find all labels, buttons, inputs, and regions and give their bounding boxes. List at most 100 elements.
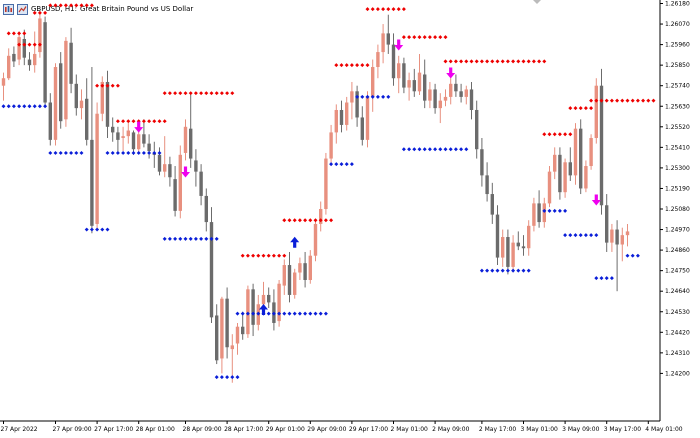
- support-dot: [609, 276, 614, 281]
- resistance-group: [6, 3, 656, 258]
- bear-candle: [579, 128, 583, 189]
- bear-candle: [391, 44, 396, 79]
- resistance-dot: [396, 7, 401, 12]
- resistance-dot: [433, 35, 438, 40]
- resistance-dot: [349, 63, 354, 68]
- resistance-dot: [568, 132, 573, 137]
- resistance-dot: [282, 253, 287, 258]
- resistance-dot: [74, 3, 79, 8]
- resistance-dot: [251, 253, 256, 258]
- bull-candle: [319, 209, 323, 224]
- resistance-dot: [271, 253, 276, 258]
- resistance-dot: [609, 98, 614, 103]
- resistance-dot: [58, 3, 63, 8]
- resistance-dot: [167, 91, 172, 96]
- resistance-dot: [479, 59, 484, 64]
- resistance-dot: [292, 218, 297, 223]
- price-tick-label: 1.24640: [665, 288, 690, 295]
- resistance-dot: [282, 218, 287, 223]
- support-dot: [635, 253, 640, 258]
- resistance-dot: [401, 35, 406, 40]
- bull-candle: [397, 63, 401, 79]
- resistance-dot: [147, 119, 152, 124]
- support-dot: [500, 268, 505, 273]
- bear-candle: [209, 222, 214, 318]
- support-dot: [329, 162, 334, 167]
- bull-candle: [381, 33, 385, 53]
- resistance-dot: [245, 253, 250, 258]
- support-dot: [339, 162, 344, 167]
- support-dot: [43, 104, 48, 109]
- bear-candle: [22, 38, 26, 58]
- chart-properties-icon[interactable]: [17, 3, 28, 15]
- bull-candle: [53, 67, 58, 140]
- support-dot: [277, 311, 282, 316]
- bear-candle: [360, 117, 364, 140]
- sell-arrow-icon: [446, 67, 456, 79]
- resistance-dot: [43, 10, 48, 15]
- support-dot: [526, 268, 531, 273]
- support-dot: [625, 253, 630, 258]
- bull-candle: [126, 130, 130, 137]
- bear-candle: [506, 237, 510, 267]
- resistance-dot: [370, 7, 375, 12]
- support-dot: [121, 150, 126, 155]
- support-dot: [594, 276, 599, 281]
- support-dot: [32, 104, 37, 109]
- bull-candle: [563, 162, 567, 193]
- price-tick-label: 1.24310: [665, 350, 690, 357]
- resistance-dot: [485, 59, 490, 64]
- resistance-dot: [230, 91, 235, 96]
- price-tick-label: 1.26180: [665, 1, 690, 8]
- support-dot: [193, 236, 198, 241]
- bear-candle: [43, 22, 47, 103]
- support-dot: [219, 375, 224, 380]
- support-dot: [157, 150, 162, 155]
- bull-candle: [183, 126, 188, 153]
- support-dot: [178, 236, 183, 241]
- chart-menu-icon[interactable]: [3, 3, 14, 15]
- price-tick-label: 1.25960: [665, 42, 690, 49]
- resistance-dot: [422, 35, 427, 40]
- support-dot: [235, 311, 240, 316]
- resistance-dot: [589, 106, 594, 111]
- support-dot: [214, 375, 219, 380]
- bull-candle: [584, 166, 588, 189]
- support-dot: [557, 208, 562, 213]
- resistance-dot: [110, 83, 115, 88]
- bear-candle: [147, 143, 151, 152]
- support-dot: [594, 233, 599, 238]
- resistance-dot: [209, 91, 214, 96]
- support-dot: [17, 104, 22, 109]
- support-dot: [308, 311, 313, 316]
- resistance-dot: [563, 132, 568, 137]
- support-dot: [141, 150, 146, 155]
- support-dot: [453, 147, 458, 152]
- time-tick-label: 27 Apr 2022: [1, 426, 38, 433]
- support-dot: [53, 150, 58, 155]
- resistance-dot: [360, 63, 365, 68]
- bull-candle: [178, 154, 182, 211]
- resistance-dot: [474, 59, 479, 64]
- price-tick-label: 1.25850: [665, 62, 690, 69]
- support-dot: [282, 311, 287, 316]
- support-dot: [105, 150, 110, 155]
- resistance-dot: [381, 7, 386, 12]
- time-tick-label: 28 Apr 09:00: [183, 426, 222, 433]
- bear-candle: [173, 179, 177, 211]
- bear-candle: [194, 160, 198, 172]
- support-dot: [245, 311, 250, 316]
- resistance-dot: [199, 91, 204, 96]
- resistance-dot: [297, 218, 302, 223]
- resistance-dot: [547, 132, 552, 137]
- sell-arrow-icon: [591, 194, 601, 206]
- bull-candle: [407, 80, 411, 88]
- bear-candle: [615, 229, 619, 245]
- bear-candle: [27, 59, 32, 66]
- support-dot: [568, 233, 573, 238]
- resistance-dot: [386, 7, 391, 12]
- resistance-dot: [573, 106, 578, 111]
- support-dot: [95, 227, 100, 232]
